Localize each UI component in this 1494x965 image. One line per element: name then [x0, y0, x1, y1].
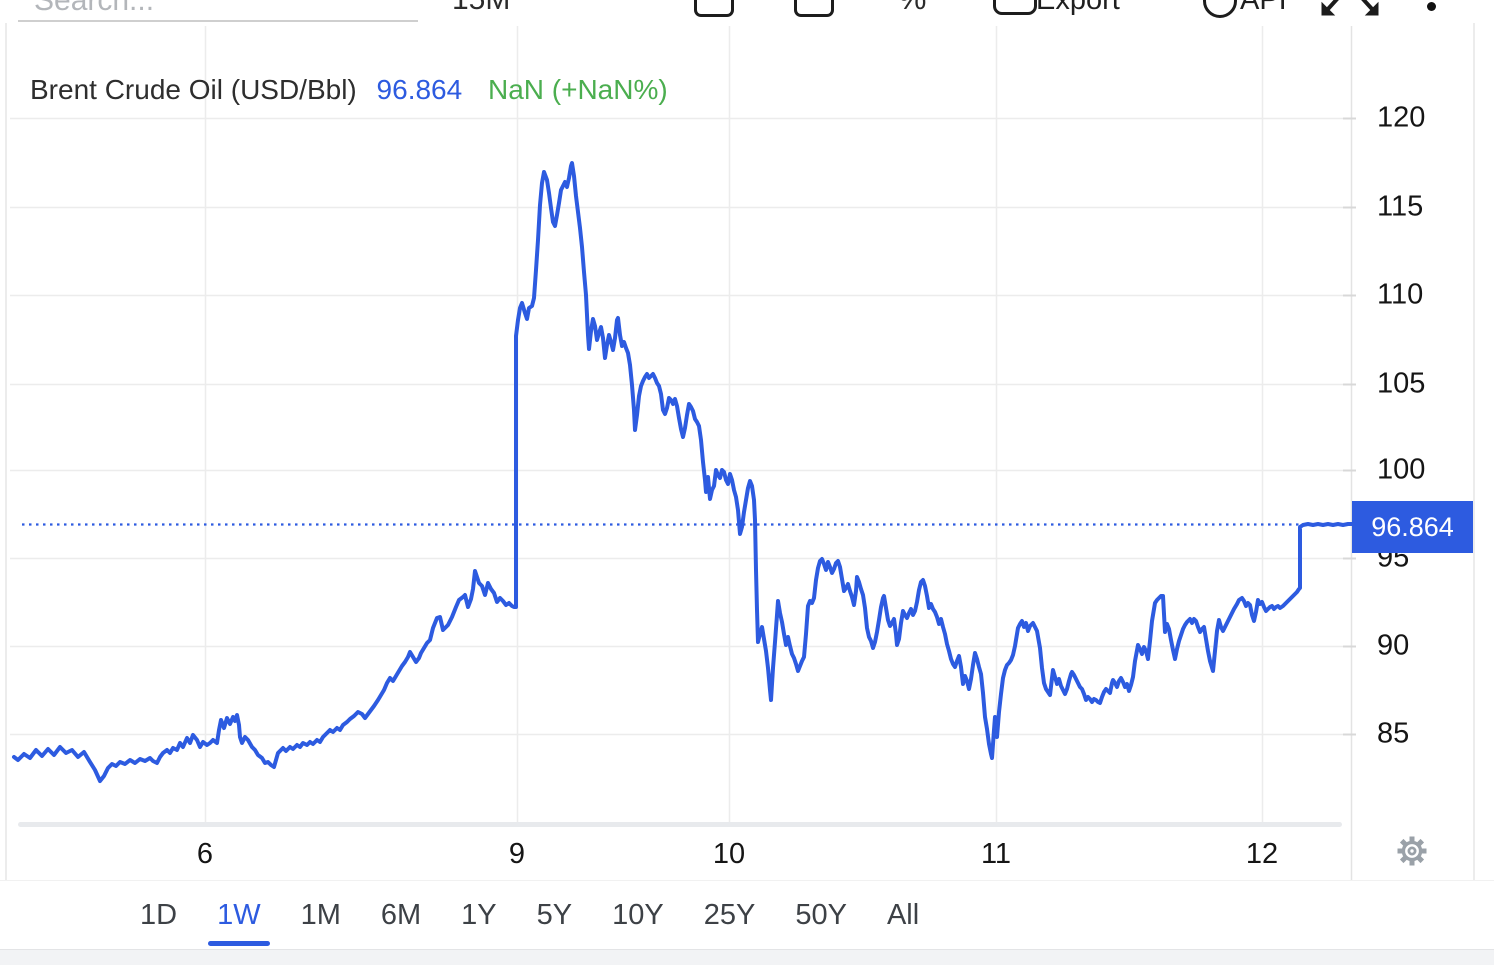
top-toolbar: Search... 15M % Export API: [0, 0, 1494, 23]
range-tab-1y[interactable]: 1Y: [461, 899, 497, 931]
y-axis-label: 90: [1377, 629, 1410, 662]
y-axis-label: 120: [1377, 101, 1426, 134]
range-tab-10y[interactable]: 10Y: [612, 899, 664, 931]
y-axis-label: 110: [1377, 278, 1424, 311]
gridlines: [10, 26, 1351, 824]
search-underline: [18, 20, 418, 22]
x-axis-label: 6: [196, 838, 214, 870]
candlestick-chart-icon[interactable]: [694, 0, 734, 17]
range-selector-row: 1D 1W 1M 6M 1Y 5Y 10Y 25Y 50Y All: [0, 880, 1494, 950]
range-tab-5y[interactable]: 5Y: [536, 899, 573, 931]
range-tab-25y[interactable]: 25Y: [703, 899, 756, 931]
widget-left-border: [5, 0, 7, 949]
chart-price: 96.864: [376, 74, 463, 105]
x-axis-bar: [18, 822, 1342, 827]
y-axis-ticks: [1343, 117, 1356, 736]
x-axis-label: 10: [712, 838, 746, 870]
current-price-badge: 96.864: [1352, 501, 1473, 553]
x-axis-label: 11: [980, 838, 1012, 870]
export-button[interactable]: Export: [1036, 0, 1120, 16]
chart-header: Brent Crude Oil (USD/Bbl) 96.864 NaN (+N…: [30, 74, 668, 106]
line-chart-icon[interactable]: [794, 0, 834, 17]
price-series-line: [12, 161, 1354, 783]
search-input[interactable]: Search...: [34, 0, 155, 17]
range-tab-6m[interactable]: 6M: [380, 899, 422, 931]
range-tab-50y[interactable]: 50Y: [795, 899, 847, 931]
range-tab-1d[interactable]: 1D: [140, 899, 178, 931]
bottom-strip: [0, 949, 1494, 965]
y-axis-label: 85: [1377, 717, 1410, 750]
more-menu-icon[interactable]: [1427, 2, 1436, 11]
interval-selector[interactable]: 15M: [452, 0, 510, 17]
chart-title: Brent Crude Oil (USD/Bbl): [30, 74, 357, 105]
y-axis-label: 105: [1377, 367, 1426, 400]
range-tab-all[interactable]: All: [886, 899, 920, 931]
chart-change: NaN (+NaN%): [487, 74, 668, 105]
widget-right-border: [1473, 0, 1475, 949]
api-button[interactable]: API: [1240, 0, 1287, 16]
fullscreen-expand-icon[interactable]: [1320, 0, 1380, 16]
y-axis-label: 100: [1377, 453, 1426, 486]
range-tab-1w[interactable]: 1W: [208, 899, 269, 946]
y-axis-label: 115: [1377, 190, 1424, 223]
range-tabs: 1D 1W 1M 6M 1Y 5Y 10Y 25Y 50Y All: [140, 881, 919, 950]
settings-gear-icon[interactable]: [1393, 832, 1431, 870]
x-axis-label: 12: [1245, 838, 1279, 870]
range-tab-1m[interactable]: 1M: [300, 899, 341, 931]
percent-compare-icon[interactable]: %: [898, 0, 926, 17]
export-icon[interactable]: [993, 0, 1037, 15]
x-axis-label: 9: [508, 838, 526, 870]
api-icon[interactable]: [1203, 0, 1237, 18]
